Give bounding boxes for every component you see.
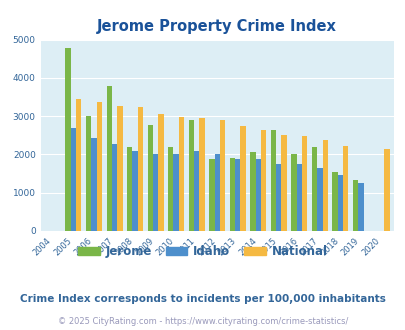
Bar [270,130,275,231]
Bar [188,120,194,231]
Bar [106,85,112,231]
Bar [357,183,363,231]
Bar [311,147,316,231]
Bar [153,154,158,231]
Bar [147,125,153,231]
Bar [209,159,214,231]
Bar [220,120,225,231]
Bar [132,150,137,231]
Bar [332,173,337,231]
Bar [76,99,81,231]
Bar [168,147,173,231]
Bar [112,145,117,231]
Bar [255,159,260,231]
Bar [296,164,301,231]
Bar [234,159,240,231]
Bar [275,164,281,231]
Bar [158,114,163,231]
Bar [249,152,255,231]
Legend: Jerome, Idaho, National: Jerome, Idaho, National [73,241,332,263]
Bar [199,118,204,231]
Bar [86,116,91,231]
Bar [137,107,143,231]
Bar [301,136,307,231]
Text: © 2025 CityRating.com - https://www.cityrating.com/crime-statistics/: © 2025 CityRating.com - https://www.city… [58,317,347,326]
Bar [383,149,388,231]
Bar [260,130,266,231]
Bar [178,117,184,231]
Bar [316,168,322,231]
Bar [240,126,245,231]
Bar [65,48,70,231]
Bar [214,154,220,231]
Bar [173,154,178,231]
Bar [229,158,234,231]
Bar [127,147,132,231]
Bar [96,102,102,231]
Bar [281,135,286,231]
Text: Crime Index corresponds to incidents per 100,000 inhabitants: Crime Index corresponds to incidents per… [20,294,385,304]
Title: Jerome Property Crime Index: Jerome Property Crime Index [97,19,336,34]
Bar [117,106,122,231]
Bar [91,138,96,231]
Bar [291,154,296,231]
Bar [70,128,76,231]
Bar [342,147,347,231]
Bar [194,151,199,231]
Bar [337,175,342,231]
Bar [322,140,327,231]
Bar [352,180,357,231]
